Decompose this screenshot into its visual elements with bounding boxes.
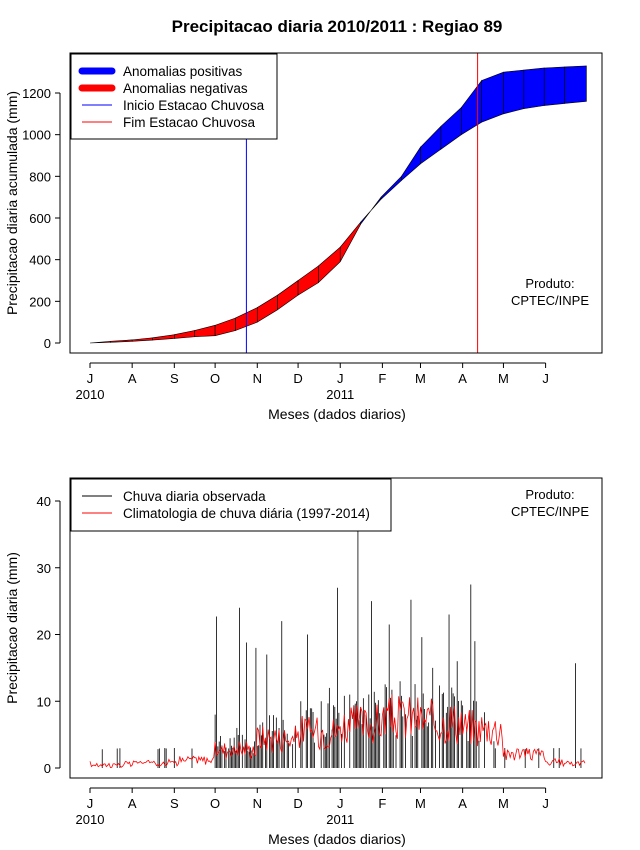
x-tick-label: J [87, 796, 94, 811]
x-tick-label: M [415, 371, 426, 386]
anomaly-positive-segment [420, 125, 442, 165]
x-tick-label: O [210, 371, 220, 386]
anomaly-negative-segment [152, 334, 175, 341]
y-tick-label: 400 [29, 253, 51, 268]
year-label: 2011 [326, 812, 354, 827]
anomaly-positive-segment [360, 196, 382, 226]
anomaly-negative-segment [277, 279, 299, 311]
anomaly-negative-segment [318, 246, 341, 284]
anomaly-positive-segment [380, 175, 402, 200]
plot-frame [69, 52, 603, 354]
chart-title: Precipitacao diaria 2010/2011 : Regiao 8… [172, 17, 503, 36]
anomaly-negative-segment [194, 324, 216, 338]
legend-label-observed: Chuva diaria observada [123, 489, 266, 504]
anomaly-fill-layer [89, 65, 587, 344]
anomaly-negative-segment [174, 330, 196, 339]
anomaly-positive-segment [401, 146, 421, 182]
x-axis-label: Meses (dados diarios) [268, 406, 406, 422]
anomaly-negative-segment [256, 294, 278, 323]
year-label: 2010 [76, 812, 105, 827]
x-tick-label: A [458, 371, 467, 386]
x-tick-label: O [210, 796, 220, 811]
legend: Anomalias positivas Anomalias negativas … [70, 53, 278, 140]
anomaly-negative-segment [297, 265, 319, 296]
y-tick-label: 40 [37, 494, 51, 509]
x-tick-label: D [293, 796, 302, 811]
x-tick-label: M [415, 796, 426, 811]
anomaly-positive-segment [460, 79, 482, 136]
x-tick-label: J [337, 796, 344, 811]
anomaly-positive-segment [481, 71, 504, 123]
x-tick-label: N [253, 796, 262, 811]
y-tick-label: 1200 [22, 86, 51, 101]
anomaly-positive-segment [523, 67, 545, 109]
x-tick-label: A [128, 371, 137, 386]
product-label: Produto: [525, 487, 574, 502]
x-tick-label: F [378, 796, 386, 811]
x-tick-label: M [498, 371, 509, 386]
anomaly-negative-segment [339, 221, 361, 262]
x-tick-label: J [337, 371, 344, 386]
year-label: 2010 [76, 387, 105, 402]
legend-label-climatology: Climatologia de chuva diária (1997-2014) [123, 506, 370, 521]
x-tick-label: S [170, 371, 179, 386]
y-tick-label: 800 [29, 169, 51, 184]
y-axis-label: Precipitacao diaria acumulada (mm) [4, 91, 20, 315]
anomaly-negative-segment [214, 317, 236, 337]
anomaly-positive-segment [503, 69, 525, 115]
legend-label-end: Fim Estacao Chuvosa [123, 115, 256, 130]
x-tick-label: D [293, 371, 302, 386]
anomaly-positive-segment [543, 66, 565, 106]
climatology-line [89, 694, 586, 769]
y-axis: 0 10 20 30 40 [37, 494, 61, 776]
x-tick-label: N [253, 371, 262, 386]
legend-label-start: Inicio Estacao Chuvosa [123, 98, 265, 113]
anomaly-negative-segment [89, 341, 111, 344]
anomaly-negative-segment [131, 337, 153, 342]
y-tick-label: 0 [44, 761, 51, 776]
x-tick-label: J [542, 371, 549, 386]
y-axis: 0 200 400 600 800 1000 1200 [22, 86, 61, 351]
x-tick-label: S [170, 796, 179, 811]
y-tick-label: 20 [37, 628, 51, 643]
legend-box [70, 478, 392, 532]
y-tick-label: 1000 [22, 128, 51, 143]
product-label: Produto: [525, 276, 574, 291]
anomaly-negative-segment [110, 339, 133, 343]
legend-label-negative: Anomalias negativas [123, 81, 248, 96]
x-axis-label: Meses (dados diarios) [268, 831, 406, 847]
x-tick-label: A [128, 796, 137, 811]
y-tick-label: 10 [37, 694, 51, 709]
legend: Chuva diaria observada Climatologia de c… [70, 478, 392, 532]
y-axis-label: Precipitacao diaria (mm) [4, 552, 20, 704]
legend-label-positive: Anomalias positivas [123, 64, 243, 79]
product-source: CPTEC/INPE [511, 293, 589, 308]
x-tick-label: M [498, 796, 509, 811]
anomaly-positive-segment [564, 65, 587, 104]
x-tick-label: A [458, 796, 467, 811]
y-tick-label: 0 [44, 336, 51, 351]
y-tick-label: 200 [29, 294, 51, 309]
product-source: CPTEC/INPE [511, 504, 589, 519]
anomaly-positive-segment [440, 106, 462, 150]
year-label: 2011 [326, 387, 354, 402]
x-tick-label: J [87, 371, 94, 386]
x-tick-label: J [542, 796, 549, 811]
y-tick-label: 30 [37, 561, 51, 576]
x-tick-label: F [378, 371, 386, 386]
plot-frame [69, 477, 603, 779]
y-tick-label: 600 [29, 211, 51, 226]
